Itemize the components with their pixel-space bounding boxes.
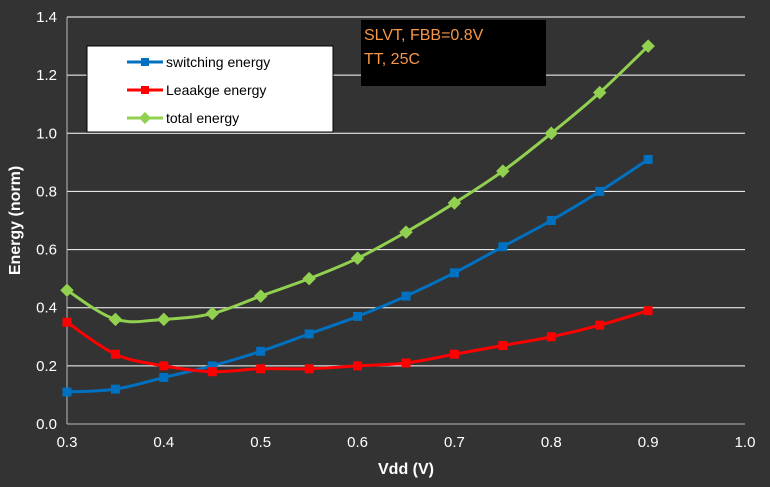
annotation-background <box>361 20 546 86</box>
data-point <box>353 311 363 321</box>
series-line <box>66 158 649 394</box>
data-point <box>207 361 217 371</box>
annotation-box: SLVT, FBB=0.8V TT, 25C <box>361 20 546 86</box>
data-point <box>643 306 653 316</box>
data-point <box>207 367 217 377</box>
legend-label: total energy <box>166 110 239 126</box>
legend-swatch-marker <box>141 86 149 94</box>
data-point <box>110 349 120 359</box>
x-axis-title: Vdd (V) <box>378 461 434 478</box>
data-point <box>110 384 120 394</box>
y-tick-label: 0.2 <box>36 358 57 375</box>
axis-layer <box>66 17 745 425</box>
y-tick-label: 1.4 <box>36 9 57 26</box>
series-leaakge-energy <box>62 306 653 377</box>
y-tick-label: 0.8 <box>36 183 57 200</box>
data-point <box>350 251 365 266</box>
y-tick-label: 0.6 <box>36 242 57 259</box>
data-point <box>256 346 266 356</box>
data-point <box>498 242 508 252</box>
data-point <box>401 358 411 368</box>
y-tick-label: 0.0 <box>36 416 57 433</box>
y-tick-label: 1.0 <box>36 125 57 142</box>
y-axis-title: Energy (norm) <box>7 166 24 275</box>
data-point <box>304 329 314 339</box>
x-tick-labels: 0.3 0.4 0.5 0.6 0.7 0.8 0.9 1.0 <box>57 434 756 451</box>
series-total-energy <box>60 39 655 327</box>
legend-item: total energy <box>127 110 239 126</box>
x-tick-label: 0.8 <box>541 434 562 451</box>
x-tick-label: 0.9 <box>638 434 659 451</box>
series-layer <box>60 39 655 397</box>
legend-label: Leaakge energy <box>166 82 266 98</box>
data-point <box>546 216 556 225</box>
legend-item: Leaakge energy <box>127 82 266 98</box>
legend-swatch-marker <box>139 112 151 124</box>
legend-item: switching energy <box>127 54 270 70</box>
data-point <box>641 39 655 53</box>
y-tick-labels: 0.0 0.2 0.4 0.6 0.8 1.0 1.2 1.4 <box>36 9 57 433</box>
x-tick-label: 0.4 <box>153 434 174 451</box>
data-point <box>399 225 413 239</box>
data-point <box>62 317 72 327</box>
legend-label: switching energy <box>166 54 270 70</box>
data-point <box>498 341 508 351</box>
data-point <box>108 312 123 327</box>
data-point <box>449 268 459 278</box>
data-point <box>302 271 316 286</box>
legend-items: switching energy Leaakge energy total ener… <box>127 54 270 126</box>
data-point <box>544 126 559 141</box>
data-point <box>643 154 653 164</box>
annotation-line-1: SLVT, FBB=0.8V <box>364 27 484 44</box>
x-tick-label: 0.3 <box>57 434 78 451</box>
x-tick-label: 0.5 <box>250 434 271 451</box>
data-point <box>159 361 169 371</box>
data-point <box>159 372 169 382</box>
data-point <box>595 186 605 196</box>
legend: switching energy Leaakge energy total ener… <box>86 45 334 133</box>
data-point <box>595 320 605 330</box>
data-point <box>447 196 462 210</box>
y-tick-label: 1.2 <box>36 67 57 84</box>
data-point <box>353 361 363 371</box>
data-point <box>253 289 268 303</box>
data-point <box>496 164 510 178</box>
x-tick-label: 1.0 <box>735 434 756 451</box>
x-tick-label: 0.7 <box>444 434 465 451</box>
data-point <box>157 312 171 327</box>
data-point <box>592 85 607 100</box>
data-point <box>546 332 556 342</box>
data-point <box>401 291 411 301</box>
data-point <box>62 387 72 397</box>
data-point <box>205 306 220 321</box>
y-tick-label: 0.4 <box>36 300 57 317</box>
data-point <box>449 349 459 359</box>
data-point <box>304 364 314 374</box>
legend-swatch-marker <box>141 58 149 66</box>
data-point <box>256 364 266 374</box>
series-switching-energy <box>62 154 653 397</box>
annotation-line-2: TT, 25C <box>364 51 420 68</box>
data-point <box>60 283 74 298</box>
x-tick-label: 0.6 <box>347 434 368 451</box>
